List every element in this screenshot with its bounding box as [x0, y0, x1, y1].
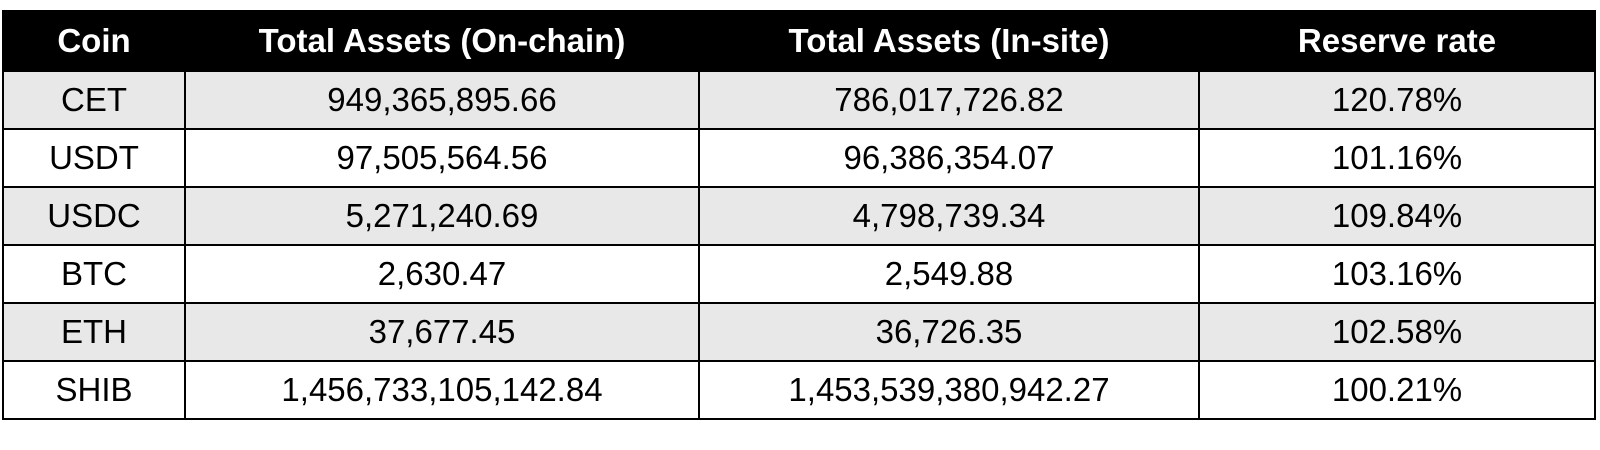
cell-on-chain: 97,505,564.56 [184, 128, 700, 188]
cell-in-site: 4,798,739.34 [698, 186, 1200, 246]
cell-reserve-rate: 100.21% [1198, 360, 1596, 420]
cell-coin: BTC [2, 244, 186, 304]
cell-coin: ETH [2, 302, 186, 362]
cell-coin: CET [2, 70, 186, 130]
reserve-table: Coin Total Assets (On-chain) Total Asset… [2, 10, 1596, 420]
cell-on-chain: 2,630.47 [184, 244, 700, 304]
cell-reserve-rate: 102.58% [1198, 302, 1596, 362]
cell-on-chain: 949,365,895.66 [184, 70, 700, 130]
cell-reserve-rate: 101.16% [1198, 128, 1596, 188]
table-row: ETH 37,677.45 36,726.35 102.58% [2, 302, 1596, 362]
table-row: SHIB 1,456,733,105,142.84 1,453,539,380,… [2, 360, 1596, 420]
cell-coin: USDT [2, 128, 186, 188]
reserve-table-container: Coin Total Assets (On-chain) Total Asset… [2, 10, 1596, 420]
cell-in-site: 1,453,539,380,942.27 [698, 360, 1200, 420]
header-total-assets-in-site: Total Assets (In-site) [698, 10, 1200, 72]
cell-reserve-rate: 109.84% [1198, 186, 1596, 246]
cell-in-site: 786,017,726.82 [698, 70, 1200, 130]
header-reserve-rate: Reserve rate [1198, 10, 1596, 72]
table-header: Coin Total Assets (On-chain) Total Asset… [2, 10, 1596, 72]
table-row: BTC 2,630.47 2,549.88 103.16% [2, 244, 1596, 304]
cell-in-site: 36,726.35 [698, 302, 1200, 362]
cell-reserve-rate: 120.78% [1198, 70, 1596, 130]
cell-in-site: 2,549.88 [698, 244, 1200, 304]
cell-on-chain: 5,271,240.69 [184, 186, 700, 246]
table-row: USDT 97,505,564.56 96,386,354.07 101.16% [2, 128, 1596, 188]
table-body: CET 949,365,895.66 786,017,726.82 120.78… [2, 70, 1596, 420]
cell-coin: SHIB [2, 360, 186, 420]
header-row: Coin Total Assets (On-chain) Total Asset… [2, 10, 1596, 72]
cell-coin: USDC [2, 186, 186, 246]
header-coin: Coin [2, 10, 186, 72]
cell-reserve-rate: 103.16% [1198, 244, 1596, 304]
table-row: USDC 5,271,240.69 4,798,739.34 109.84% [2, 186, 1596, 246]
cell-on-chain: 1,456,733,105,142.84 [184, 360, 700, 420]
cell-in-site: 96,386,354.07 [698, 128, 1200, 188]
header-total-assets-on-chain: Total Assets (On-chain) [184, 10, 700, 72]
cell-on-chain: 37,677.45 [184, 302, 700, 362]
table-row: CET 949,365,895.66 786,017,726.82 120.78… [2, 70, 1596, 130]
